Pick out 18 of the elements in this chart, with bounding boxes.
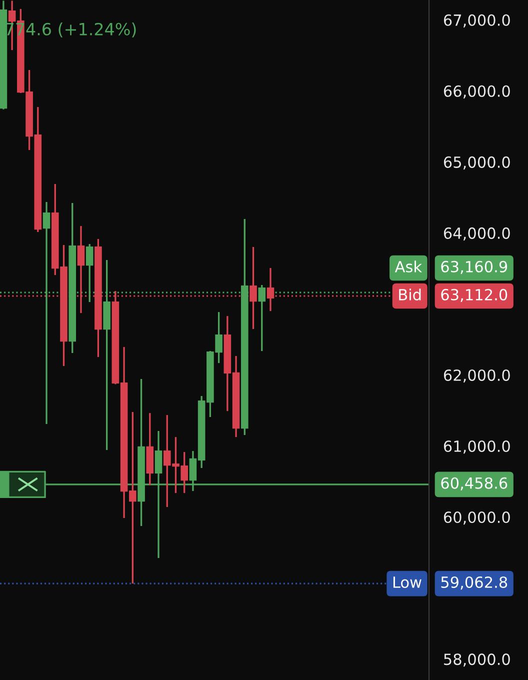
ref-line-label: Ask bbox=[394, 260, 422, 272]
y-tick-label: 67,000.0 bbox=[444, 14, 510, 28]
ref-line-label: Bid bbox=[399, 288, 421, 300]
candlestick bbox=[250, 246, 257, 330]
text: 60,458.6 bbox=[441, 477, 508, 490]
y-tick-label: 64,000.0 bbox=[444, 227, 510, 241]
text: 63,160.9 bbox=[441, 260, 508, 274]
candlestick bbox=[258, 284, 266, 352]
text: 63,112.0 bbox=[441, 288, 508, 302]
y-tick-label: 61,000.0 bbox=[444, 440, 510, 454]
y-tick-label: 60,000.0 bbox=[444, 511, 510, 525]
candlestick bbox=[86, 243, 94, 303]
y-tick-label: 62,000.0 bbox=[444, 369, 510, 383]
ref-line-label: Low bbox=[393, 576, 422, 588]
y-tick-label: 65,000.0 bbox=[444, 156, 510, 170]
y-tick-label: 66,000.0 bbox=[444, 85, 510, 98]
text: 59,062.8 bbox=[441, 576, 508, 590]
y-tick-label: 58,000.0 bbox=[444, 654, 510, 667]
